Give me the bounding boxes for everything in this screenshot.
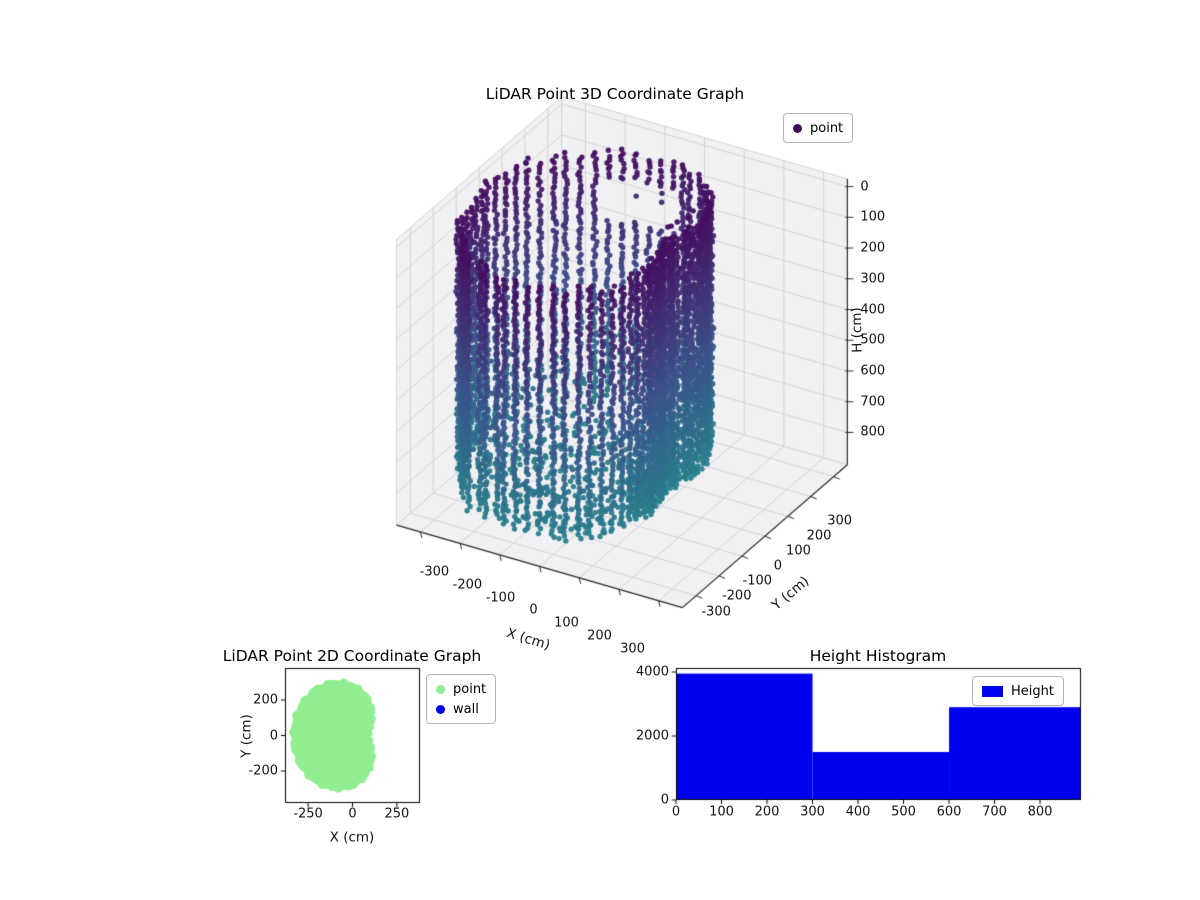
x-tick-label-3d: -200	[452, 577, 483, 593]
h-tick-label-3d: 0	[860, 179, 869, 195]
x-tick-label-hist: 300	[800, 804, 825, 820]
h-tick-label-3d: 200	[860, 240, 886, 256]
h-tick-label-3d: 800	[860, 424, 886, 440]
x-tick-label-3d: 200	[587, 628, 612, 644]
y-tick-label-3d: 200	[806, 528, 832, 544]
h-tick-label-3d: 700	[860, 394, 886, 410]
plot3d-legend: point	[783, 113, 854, 143]
x-tick-label-3d: -300	[419, 564, 450, 580]
h-tick-label-3d: 600	[860, 363, 886, 379]
h-tick-label-3d: 100	[860, 209, 886, 225]
h-tick-label-3d: 300	[860, 271, 886, 287]
y-tick-label-2d: 200	[253, 692, 278, 708]
h-tick-label-3d: 400	[860, 302, 886, 317]
x-tick-label-hist: 600	[936, 804, 962, 820]
x-tick-label-hist: 700	[982, 804, 1007, 820]
y-tick-label-3d: 100	[786, 543, 811, 559]
h-tick-label-3d: 500	[860, 332, 886, 348]
y-tick-label-hist: 2000	[635, 728, 669, 744]
legend-entry-wall: wall	[436, 699, 486, 719]
x-tick-label-hist: 200	[754, 804, 780, 820]
legend-label: wall	[453, 701, 479, 717]
legend-entry-point: point	[793, 118, 843, 138]
y-tick-label-3d: -300	[701, 604, 731, 620]
y-tick-label-hist: 4000	[635, 664, 669, 680]
legend-entry-point: point	[436, 679, 486, 699]
x-tick-label-hist: 500	[891, 804, 916, 820]
plot2d-legend: point wall	[426, 674, 497, 724]
plot3d-zlabel: H (cm)	[848, 307, 866, 353]
y-tick-label-hist: 0	[660, 792, 669, 808]
histogram-title: Height Histogram	[809, 647, 947, 665]
legend-label: point	[453, 681, 487, 697]
x-tick-label-hist: 800	[1027, 804, 1053, 820]
wall-marker-icon	[436, 704, 445, 714]
y-tick-label-3d: -200	[721, 588, 752, 604]
histogram-legend: Height	[972, 676, 1064, 706]
x-tick-label-2d: -250	[293, 806, 323, 822]
plot2d-ylabel: Y (cm)	[238, 714, 255, 758]
point-marker-icon	[436, 684, 445, 694]
plot2d-title: LiDAR Point 2D Coordinate Graph	[222, 647, 482, 665]
legend-label: point	[810, 120, 844, 136]
y-tick-label-2d: -200	[248, 763, 278, 779]
y-tick-label-3d: -100	[742, 573, 773, 589]
x-tick-label-3d: 0	[529, 602, 538, 618]
y-tick-label-2d: 0	[269, 728, 278, 743]
legend-entry-height: Height	[982, 681, 1054, 701]
x-tick-label-2d: 0	[348, 806, 357, 822]
x-tick-label-3d: 300	[620, 641, 645, 657]
height-patch-icon	[982, 685, 1003, 697]
legend-label: Height	[1011, 683, 1054, 699]
plot2d-xlabel: X (cm)	[329, 829, 375, 846]
y-tick-label-3d: 300	[827, 513, 853, 529]
point-marker-icon	[793, 123, 802, 133]
x-tick-label-2d: 250	[384, 806, 410, 822]
y-tick-label-3d: 0	[773, 558, 783, 574]
x-tick-label-3d: -100	[485, 590, 516, 606]
x-tick-label-hist: 0	[671, 804, 681, 820]
plot3d-title: LiDAR Point 3D Coordinate Graph	[485, 85, 745, 103]
x-tick-label-hist: 400	[845, 804, 871, 820]
x-tick-label-3d: 100	[554, 615, 579, 631]
x-tick-label-hist: 100	[709, 804, 734, 820]
